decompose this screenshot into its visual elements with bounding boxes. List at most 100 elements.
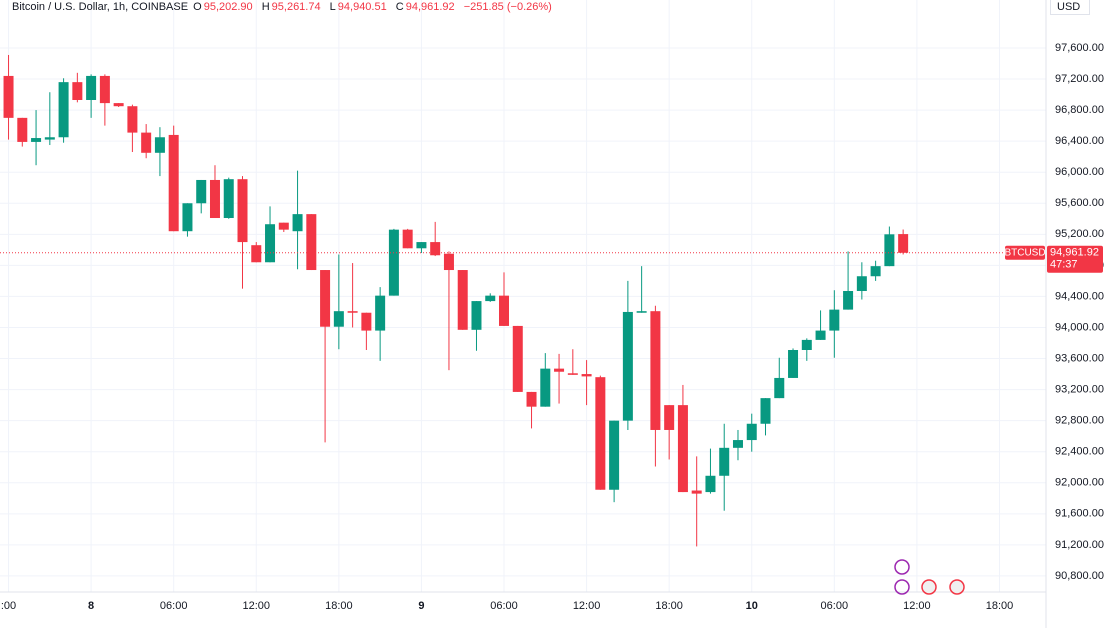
- candle-body: [347, 311, 358, 313]
- candle-body: [86, 75, 97, 100]
- legend: Bitcoin / U.S. Dollar, 1h, COINBASE O 95,…: [12, 1, 558, 13]
- y-tick-label: 94,400.00: [1055, 290, 1104, 302]
- candle-body: [677, 405, 688, 493]
- candle-body: [154, 137, 165, 153]
- candle-body: [44, 137, 55, 140]
- y-tick-label: 92,400.00: [1055, 446, 1104, 458]
- legend-change: −251.85 (−0.26%): [463, 1, 552, 13]
- countdown-label: 47:37: [1050, 259, 1078, 271]
- symbol-label: BTCUSD: [1004, 247, 1045, 258]
- x-tick-label: 18:00: [986, 600, 1014, 612]
- candle-body: [223, 179, 234, 219]
- y-tick-label: 96,000.00: [1055, 166, 1104, 178]
- y-tick-label: 95,200.00: [1055, 228, 1104, 240]
- currency-button[interactable]: USD: [1050, 0, 1090, 15]
- candle-body: [609, 420, 620, 490]
- y-tick-label: 92,000.00: [1055, 477, 1104, 489]
- y-tick-label: 92,800.00: [1055, 415, 1104, 427]
- candle-body: [416, 242, 427, 249]
- candle-body: [567, 373, 578, 375]
- candle-body: [664, 405, 675, 430]
- legend-value: 95,261.74: [271, 1, 321, 13]
- candle-body: [870, 266, 881, 277]
- candle-body: [127, 106, 138, 133]
- symbol-badge: [1005, 245, 1045, 260]
- candle-body: [512, 325, 523, 392]
- x-tick-label: 12:00: [573, 600, 601, 612]
- y-tick-label: 94,000.00: [1055, 321, 1104, 333]
- candle-body: [554, 368, 565, 372]
- legend-value: 94,940.51: [337, 1, 387, 13]
- candle-body: [705, 475, 716, 493]
- candle-body: [237, 179, 248, 243]
- candle-body: [801, 339, 812, 350]
- icon: [894, 579, 910, 595]
- candle-body: [829, 309, 840, 331]
- y-tick-label: 90,800.00: [1055, 570, 1104, 582]
- x-tick-label: 06:00: [821, 600, 849, 612]
- candle-body: [595, 377, 606, 490]
- candle-body: [691, 490, 702, 494]
- candle-body: [306, 214, 317, 271]
- candle-body: [58, 82, 69, 138]
- chart-icons: [894, 559, 965, 595]
- candle-body: [278, 222, 289, 230]
- candle-body: [843, 290, 854, 310]
- y-tick-label: 96,400.00: [1055, 135, 1104, 147]
- candle-body: [732, 440, 743, 448]
- candle-body: [3, 75, 14, 118]
- candle-body: [581, 374, 592, 377]
- candle-body: [485, 295, 496, 302]
- y-tick-label: 91,600.00: [1055, 508, 1104, 520]
- flag-icon: [921, 579, 937, 595]
- title: Bitcoin / U.S. Dollar, 1h, COINBASE: [12, 1, 189, 13]
- x-tick-label: :00: [1, 600, 16, 612]
- candle-body: [320, 270, 331, 327]
- y-tick-label: 91,200.00: [1055, 539, 1104, 551]
- candle-body: [141, 132, 152, 153]
- candle-body: [788, 349, 799, 378]
- candle-body: [499, 295, 510, 326]
- candle-body: [72, 82, 83, 100]
- candle-body: [251, 245, 262, 263]
- candle-body: [526, 391, 537, 407]
- legend-label: H: [261, 1, 270, 13]
- candle-body: [402, 229, 413, 249]
- flag-icon: [949, 579, 965, 595]
- y-tick-label: 96,800.00: [1055, 104, 1104, 116]
- candle-body: [443, 253, 454, 271]
- y-tick-label: 97,200.00: [1055, 73, 1104, 85]
- candle-body: [333, 311, 344, 327]
- x-tick-label: 12:00: [243, 600, 271, 612]
- candle-body: [168, 134, 179, 232]
- candle-body: [471, 301, 482, 330]
- candle-body: [31, 138, 42, 142]
- candle-body: [650, 311, 661, 430]
- candle-body: [375, 295, 386, 331]
- candle-body: [719, 447, 730, 476]
- candle-body: [361, 312, 372, 331]
- x-tick-label: 06:00: [160, 600, 188, 612]
- candle-body: [430, 242, 441, 256]
- legend-value: 94,961.92: [405, 1, 455, 13]
- price-label: 94,961.92: [1050, 247, 1099, 259]
- x-tick-label: 8: [88, 600, 94, 612]
- candle-body: [99, 75, 110, 104]
- candle-body: [388, 229, 399, 296]
- candle-body: [265, 224, 276, 263]
- candle-body: [760, 398, 771, 424]
- y-tick-label: 97,600.00: [1055, 42, 1104, 54]
- candle-body: [540, 368, 551, 407]
- candle-body: [636, 311, 647, 313]
- candle-body: [457, 270, 468, 330]
- candle-body: [196, 179, 207, 204]
- legend-label: L: [329, 1, 336, 13]
- x-tick-label: 9: [418, 600, 424, 612]
- y-tick-label: 93,600.00: [1055, 352, 1104, 364]
- candle-body: [17, 117, 28, 142]
- y-tick-label: 95,600.00: [1055, 197, 1104, 209]
- candle-body: [815, 330, 826, 340]
- legend-label: O: [193, 1, 202, 13]
